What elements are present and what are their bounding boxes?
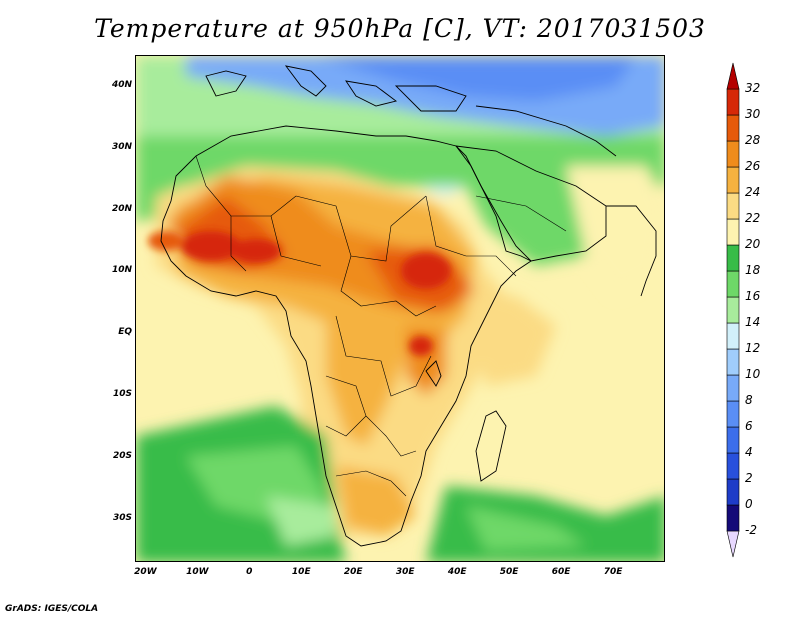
turkey-coastline	[394, 85, 467, 112]
longitude-label: 20W	[134, 567, 157, 577]
iran-coastline	[475, 105, 617, 157]
colorbar-segment	[726, 322, 740, 350]
latitude-label: 20N	[111, 203, 132, 214]
colorbar-tick-label: 30	[745, 107, 761, 121]
colorbar-segment	[726, 374, 740, 402]
madagascar-coastline	[475, 410, 507, 482]
latitude-label: 10S	[112, 389, 132, 400]
colorbar-tick-label: 12	[745, 341, 761, 355]
colorbar-segment	[726, 244, 740, 272]
colorbar-tick-label: 22	[745, 211, 761, 225]
colorbar-segment	[726, 88, 740, 116]
colorbar-segment	[726, 426, 740, 454]
colorbar-segment	[726, 400, 740, 428]
longitude-label: 10E	[291, 567, 311, 577]
temperature-map	[135, 55, 665, 562]
coastlines	[160, 65, 657, 547]
colorbar	[726, 62, 740, 558]
colorbar-segment	[726, 452, 740, 480]
arabia-coastline	[454, 145, 607, 262]
longitude-label: 0	[246, 567, 253, 577]
latitude-label: EQ	[118, 327, 132, 338]
colorbar-tick-label: 14	[745, 315, 761, 329]
colorbar-tick-label: 24	[745, 185, 761, 199]
india-coastline	[606, 205, 657, 297]
colorbar-tick-label: 32	[745, 81, 761, 95]
longitude-label: 20E	[343, 567, 363, 577]
colorbar-tick-label: 6	[745, 419, 753, 433]
colorbar-tick-label: 28	[745, 133, 761, 147]
map-title: Temperature at 950hPa [C], VT: 201703150…	[94, 14, 706, 43]
colorbar-tick-label: -2	[745, 523, 757, 537]
colorbar-segment	[726, 140, 740, 168]
colorbar-segment	[726, 296, 740, 324]
colorbar-tick-label: 16	[745, 289, 761, 303]
colorbar-segment	[726, 270, 740, 298]
colorbar-tick-label: 8	[745, 393, 753, 407]
country-borders	[195, 155, 567, 497]
colorbar-segment	[726, 348, 740, 376]
colorbar-underflow-triangle	[726, 530, 740, 558]
greece-coastline	[345, 80, 398, 107]
colorbar-tick-label: 0	[745, 497, 753, 511]
colorbar-tick-label: 20	[745, 237, 761, 251]
longitude-label: 30E	[395, 567, 415, 577]
colorbar-tick-label: 26	[745, 159, 761, 173]
longitude-label: 70E	[603, 567, 623, 577]
colorbar-segment	[726, 166, 740, 194]
iberia-coastline	[205, 70, 247, 97]
colorbar-segment	[726, 192, 740, 220]
colorbar-segment	[726, 218, 740, 246]
colorbar-segment	[726, 114, 740, 142]
latitude-label: 30N	[111, 141, 132, 152]
colorbar-segment	[726, 478, 740, 506]
longitude-label: 40E	[447, 567, 467, 577]
longitude-label: 50E	[499, 567, 519, 577]
colorbar-tick-label: 2	[745, 471, 753, 485]
africa-coastline	[160, 125, 532, 547]
lake-victoria	[425, 360, 442, 387]
colorbar-segment	[726, 504, 740, 532]
colorbar-tick-label: 18	[745, 263, 761, 277]
latitude-label: 20S	[112, 450, 132, 461]
colorbar-overflow-triangle	[726, 62, 740, 90]
latitude-label: 40N	[111, 79, 132, 90]
hot-spots	[148, 231, 451, 356]
footer-credit: GrADS: IGES/COLA	[5, 604, 99, 614]
latitude-label: 30S	[112, 512, 132, 523]
colorbar-tick-label: 10	[745, 367, 761, 381]
longitude-label: 60E	[551, 567, 571, 577]
longitude-label: 10W	[186, 567, 209, 577]
colorbar-tick-label: 4	[745, 445, 753, 459]
map-canvas	[136, 56, 664, 561]
latitude-label: 10N	[111, 265, 132, 276]
italy-coastline	[284, 65, 327, 97]
